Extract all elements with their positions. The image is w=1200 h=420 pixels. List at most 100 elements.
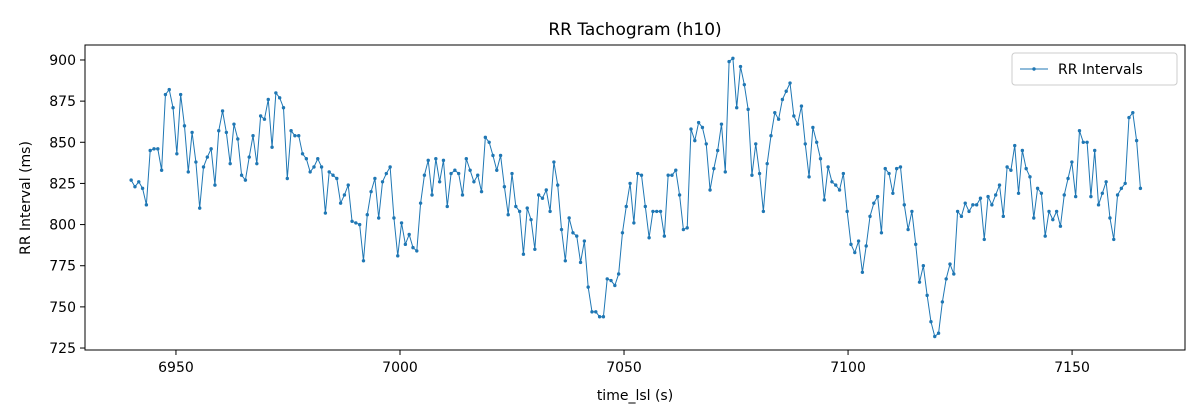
point-marker xyxy=(262,117,267,121)
point-marker xyxy=(761,209,766,214)
point-marker xyxy=(304,157,309,161)
point-marker xyxy=(1039,191,1044,196)
x-tick-label: 7050 xyxy=(606,360,642,376)
point-marker xyxy=(342,193,347,197)
y-tick-label: 825 xyxy=(49,176,76,192)
point-marker xyxy=(955,209,960,214)
y-tick-label: 750 xyxy=(49,300,76,316)
point-marker xyxy=(243,178,248,182)
x-tick-label: 7150 xyxy=(1054,360,1090,376)
point-marker xyxy=(228,161,232,166)
y-tick-label: 900 xyxy=(49,53,76,69)
point-marker xyxy=(209,147,213,151)
point-marker xyxy=(1123,181,1127,186)
y-tick-label: 875 xyxy=(49,94,76,110)
point-marker xyxy=(430,193,434,197)
point-marker xyxy=(856,239,861,243)
point-marker xyxy=(529,217,533,222)
point-marker xyxy=(971,203,975,207)
y-axis-label: RR Interval (ms) xyxy=(18,141,34,255)
point-marker xyxy=(266,97,270,102)
point-marker xyxy=(460,193,465,197)
point-marker xyxy=(563,259,568,263)
point-marker xyxy=(685,226,689,230)
point-marker xyxy=(750,173,754,177)
point-marker xyxy=(502,185,507,189)
point-marker xyxy=(175,152,179,156)
point-marker xyxy=(601,315,606,319)
point-marker xyxy=(495,168,499,172)
point-marker xyxy=(986,194,990,199)
y-tick-label: 850 xyxy=(49,135,76,151)
point-marker xyxy=(156,147,160,151)
point-marker xyxy=(605,277,609,281)
point-marker xyxy=(974,203,979,207)
point-marker xyxy=(883,166,887,171)
point-marker xyxy=(864,244,868,248)
point-marker xyxy=(517,209,522,214)
point-marker xyxy=(357,222,362,227)
point-marker xyxy=(814,140,819,144)
point-marker xyxy=(609,278,613,283)
point-marker xyxy=(906,227,910,232)
point-marker xyxy=(887,171,891,176)
point-marker xyxy=(399,221,404,225)
point-marker xyxy=(677,193,682,197)
point-marker xyxy=(567,216,571,220)
point-marker xyxy=(795,122,800,126)
point-marker xyxy=(335,176,339,181)
y-tick-label: 800 xyxy=(49,218,76,234)
point-marker xyxy=(978,196,983,200)
point-marker xyxy=(879,231,884,235)
point-marker xyxy=(213,183,217,187)
point-marker xyxy=(437,180,442,184)
point-marker xyxy=(289,129,293,133)
point-marker xyxy=(392,216,396,220)
point-marker xyxy=(1058,224,1063,228)
point-marker xyxy=(902,203,906,207)
point-marker xyxy=(354,221,358,225)
point-marker xyxy=(773,110,777,115)
point-marker xyxy=(933,334,937,339)
point-marker xyxy=(198,206,202,210)
point-marker xyxy=(380,180,385,184)
point-marker xyxy=(948,262,952,266)
point-marker xyxy=(445,204,449,209)
point-marker xyxy=(594,310,598,314)
point-marker xyxy=(910,209,914,214)
point-marker xyxy=(1089,194,1093,199)
point-marker xyxy=(552,160,556,164)
point-marker xyxy=(738,64,743,69)
point-marker xyxy=(182,124,187,128)
point-marker xyxy=(620,231,625,235)
point-marker xyxy=(1096,203,1101,207)
point-marker xyxy=(1043,234,1047,238)
point-marker xyxy=(1093,148,1097,153)
point-marker xyxy=(1047,209,1051,214)
point-marker xyxy=(514,204,518,209)
point-marker xyxy=(632,221,636,225)
x-tick-label: 7100 xyxy=(830,360,866,376)
point-marker xyxy=(285,176,290,181)
point-marker xyxy=(194,160,198,164)
point-marker xyxy=(521,252,526,256)
point-marker xyxy=(571,231,575,235)
x-tick-label: 7000 xyxy=(382,360,418,376)
y-tick-label: 775 xyxy=(49,259,76,275)
point-marker xyxy=(163,92,168,97)
point-marker xyxy=(628,181,632,186)
point-marker xyxy=(689,127,693,131)
point-marker xyxy=(1020,148,1025,153)
point-marker xyxy=(464,157,469,161)
point-marker xyxy=(849,242,853,247)
point-marker xyxy=(727,59,731,64)
point-marker xyxy=(776,117,781,121)
point-marker xyxy=(788,81,792,85)
point-marker xyxy=(506,213,510,217)
point-marker xyxy=(613,283,617,288)
point-marker xyxy=(350,219,354,223)
point-marker xyxy=(239,173,244,177)
point-marker xyxy=(670,173,674,177)
point-marker xyxy=(217,129,221,133)
